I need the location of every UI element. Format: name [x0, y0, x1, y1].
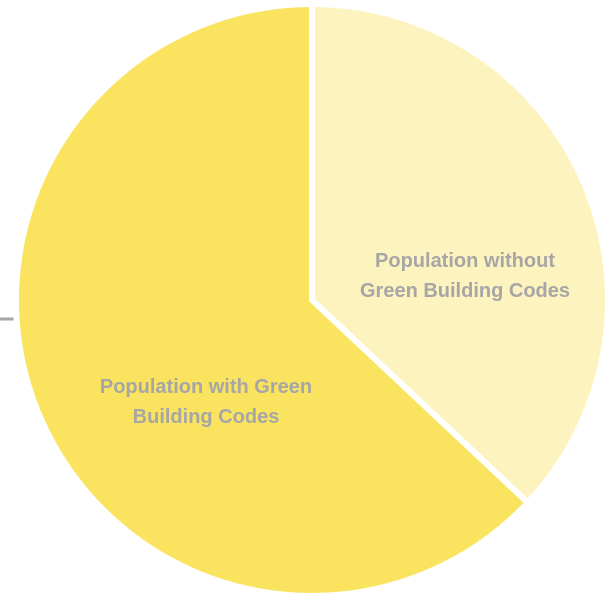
pie-slices	[13, 0, 611, 599]
pie-slice-label-line: Population without	[375, 250, 555, 272]
pie-slice-label-line: Population with Green	[100, 376, 312, 398]
pie-labels: Population without Green Building CodesPo…	[100, 250, 570, 428]
pie-slice-label-line: Green Building Codes	[360, 280, 570, 302]
pie-slice-2	[13, 0, 533, 599]
pie-slice-label-line: Building Codes	[133, 406, 280, 428]
pie-slice-1	[309, 0, 611, 507]
pie-slice-label-1: Population without Green Building Codes	[360, 250, 570, 302]
pie-slice-label-2: Population with Green Building Codes	[100, 376, 312, 428]
